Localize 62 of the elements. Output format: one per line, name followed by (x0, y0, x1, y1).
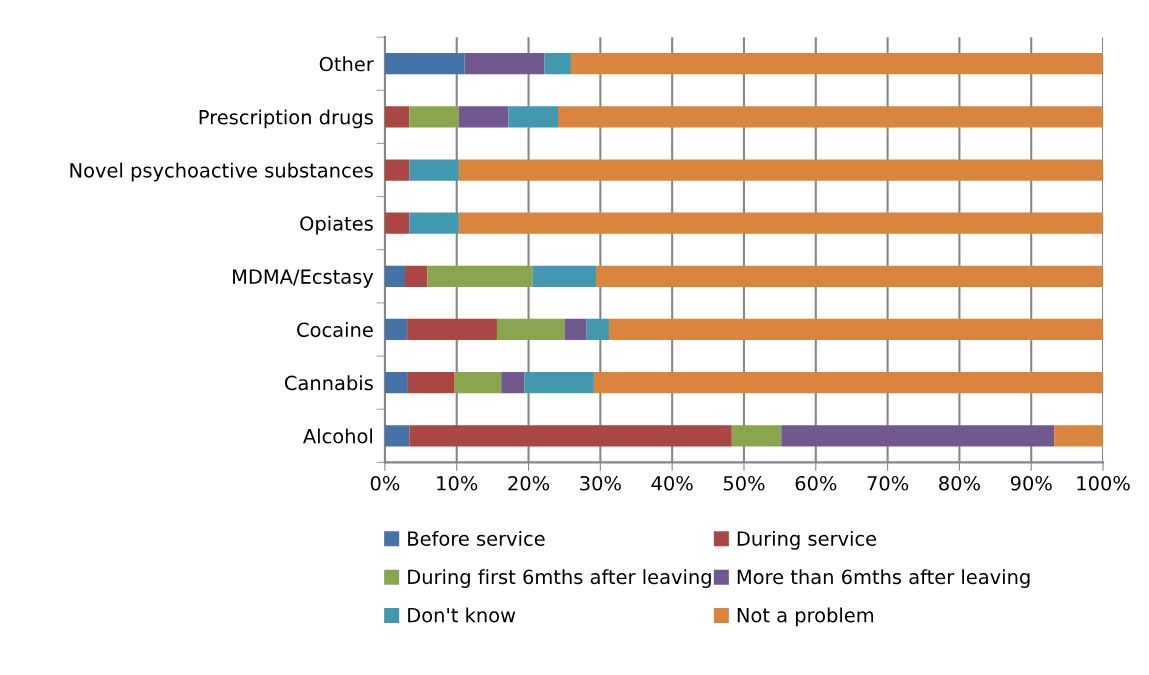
bar (384, 212, 410, 234)
bar (586, 318, 609, 341)
legend-label: Before service (408, 530, 545, 546)
bar (405, 265, 428, 287)
y-tick-label: Prescription drugs (199, 109, 373, 129)
x-tick-label: 60% (795, 475, 837, 491)
bar (596, 265, 1104, 287)
bar (409, 425, 732, 447)
x-tick-label: 0% (370, 475, 400, 491)
bar (458, 159, 1104, 181)
x-tick-label: 80% (939, 475, 980, 491)
x-tick-label: 100% (1077, 475, 1130, 491)
bar (532, 265, 597, 287)
legend-label: Don't know (408, 607, 516, 623)
bar (384, 265, 406, 287)
bar (409, 212, 459, 234)
bar (557, 106, 1104, 128)
legend-label: During service (737, 530, 877, 550)
x-tick-label: 20% (508, 475, 550, 491)
y-tick-label: Alcohol (303, 428, 372, 444)
bar (731, 425, 782, 447)
bar (1054, 425, 1104, 447)
y-tick-label: MDMA/Ecstasy (233, 269, 374, 288)
y-tick-label: Novel psychoactive substances (70, 162, 373, 182)
bar (384, 318, 408, 341)
bar (593, 372, 1104, 394)
legend-label: More than 6mths after leaving (737, 569, 1030, 588)
bar (384, 159, 410, 181)
bar (781, 425, 1055, 447)
x-tick-label: 30% (580, 475, 621, 491)
bar (409, 159, 459, 181)
bar (454, 372, 502, 394)
y-tick-label: Cocaine (297, 322, 373, 338)
bar (564, 318, 587, 341)
bar (544, 53, 571, 75)
bar (407, 372, 455, 394)
bar (570, 53, 1104, 75)
bar (524, 372, 594, 394)
bar (496, 318, 565, 341)
y-tick-label: Opiates (300, 215, 373, 235)
bar (508, 106, 558, 128)
bar (458, 212, 1104, 234)
bar (464, 53, 545, 75)
bar (501, 372, 525, 394)
x-tick-label: 50% (723, 475, 765, 491)
bar (427, 265, 533, 287)
legend-label: During first 6mths after leaving (408, 569, 711, 588)
bar (608, 318, 1104, 341)
bar (384, 372, 408, 394)
bar (384, 53, 465, 75)
bar (458, 106, 509, 128)
y-tick-label: Other (319, 56, 374, 72)
bar (409, 106, 459, 128)
x-tick-label: 70% (867, 475, 909, 491)
x-tick-label: 40% (651, 475, 693, 491)
bar (407, 318, 497, 341)
x-tick-label: 90% (1010, 475, 1052, 491)
x-tick-label: 10% (437, 475, 478, 491)
bar (384, 425, 410, 447)
legend-label: Not a problem (737, 607, 874, 627)
bar (384, 106, 410, 128)
y-tick-label: Cannabis (284, 375, 373, 391)
